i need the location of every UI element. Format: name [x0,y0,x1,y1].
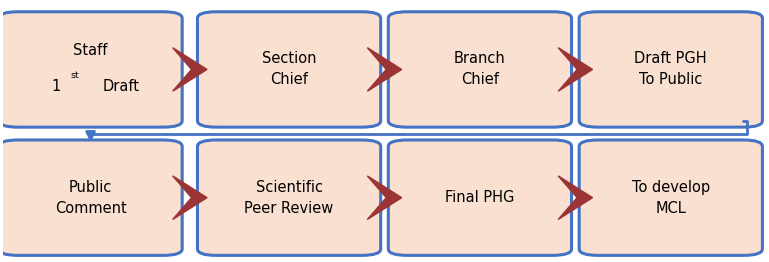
Text: Public
Comment: Public Comment [55,180,126,216]
FancyBboxPatch shape [579,140,762,255]
FancyBboxPatch shape [198,140,381,255]
Polygon shape [558,48,593,91]
Polygon shape [173,48,207,91]
Text: Branch
Chief: Branch Chief [454,51,506,88]
Text: 1: 1 [52,79,61,94]
Text: To develop
MCL: To develop MCL [631,180,710,216]
FancyBboxPatch shape [0,140,182,255]
Text: Section
Chief: Section Chief [261,51,316,88]
FancyBboxPatch shape [388,12,571,127]
Text: Staff: Staff [73,43,108,58]
Text: Final PHG: Final PHG [445,190,514,205]
Polygon shape [558,176,593,220]
FancyBboxPatch shape [579,12,762,127]
FancyBboxPatch shape [198,12,381,127]
FancyBboxPatch shape [388,140,571,255]
Text: Draft: Draft [102,79,140,94]
Text: st: st [71,71,80,80]
FancyBboxPatch shape [0,12,182,127]
Text: Draft PGH
To Public: Draft PGH To Public [634,51,707,88]
Text: Scientific
Peer Review: Scientific Peer Review [245,180,334,216]
Polygon shape [368,48,401,91]
Polygon shape [173,176,207,220]
Polygon shape [368,176,401,220]
